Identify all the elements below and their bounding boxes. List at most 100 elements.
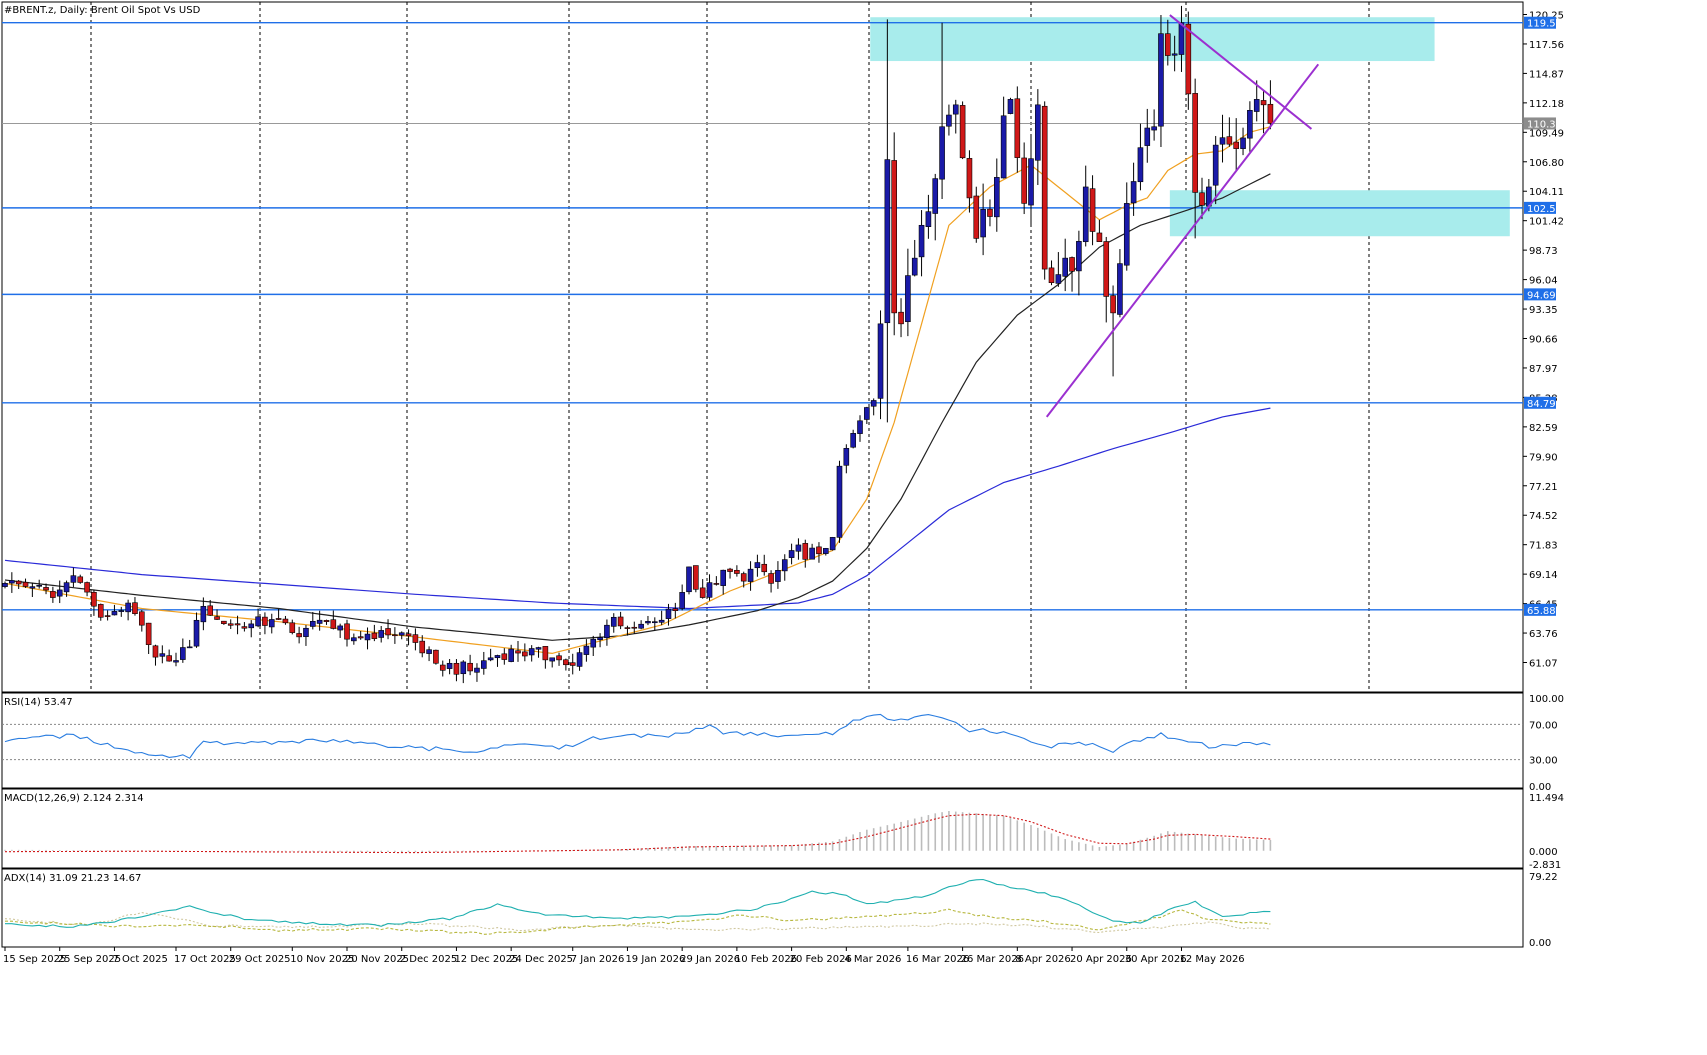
candle-bull [781, 559, 788, 572]
price-label: 90.66 [1529, 335, 1558, 346]
candle-bull [1055, 274, 1062, 284]
price-axis: 120.25 117.56 114.87 112.18 109.49 106.80 104.… [1523, 11, 1564, 670]
candle-bear [542, 646, 549, 661]
price-label: 96.04 [1529, 276, 1558, 287]
candle-bear [1185, 23, 1192, 95]
candle-bear [453, 662, 460, 675]
candle-bull [487, 657, 494, 661]
candle-bear [1226, 136, 1233, 145]
candle-bear [241, 626, 248, 629]
price-label: 77.21 [1529, 482, 1558, 493]
candle-bear [556, 655, 562, 661]
candle-bull [1130, 181, 1137, 204]
candle-bear [234, 623, 241, 626]
rsi-pane[interactable] [1, 692, 1524, 789]
price-zone [870, 17, 1435, 62]
time-label: 7 Oct 2025 [112, 954, 167, 965]
candle-bear [891, 160, 898, 314]
candle-bear [91, 591, 97, 607]
candle-bull [1144, 127, 1151, 146]
trendline[interactable] [1169, 14, 1313, 130]
time-label: 8 Apr 2026 [1015, 954, 1070, 965]
candle-bear [1069, 257, 1075, 272]
candle-bull [775, 570, 781, 582]
macd-axis-label: 0.000 [1529, 847, 1558, 858]
price-label: 112.18 [1529, 99, 1564, 110]
candle-bear [624, 627, 631, 629]
candle-bear [1089, 188, 1096, 232]
current-price-tag-text: 110.30 [1527, 119, 1562, 130]
candle-bear [357, 636, 364, 639]
time-label: 12 May 2026 [1179, 954, 1244, 965]
candle-bull [952, 104, 959, 115]
candle-bull [665, 608, 672, 619]
candle-bull [679, 592, 685, 609]
adx-pane[interactable] [1, 868, 1524, 948]
level-tag-text: 119.50 [1527, 19, 1562, 30]
level-tag [1524, 396, 1556, 409]
time-label: 10 Nov 2025 [290, 954, 354, 965]
candle-bull [186, 646, 193, 649]
candle-bull [528, 648, 535, 656]
candle-bear [166, 655, 172, 662]
price-label: 117.56 [1529, 40, 1564, 51]
candle-bear [515, 650, 521, 654]
candle-bull [651, 621, 658, 624]
candle-bull [1082, 186, 1089, 243]
candle-bear [973, 195, 980, 239]
macd-axis-label: -2.831 [1529, 860, 1561, 871]
candle-bull [870, 400, 877, 407]
candle-bear [439, 664, 446, 671]
price-label: 101.42 [1529, 217, 1564, 228]
macd-axis: 11.494 0.000 -2.831 [1529, 793, 1564, 871]
candle-bear [152, 645, 159, 658]
candle-bull [597, 637, 603, 641]
candle-bull [159, 653, 166, 657]
main-price-pane[interactable] [1, 1, 1524, 693]
candle-bull [706, 582, 713, 598]
candle-bull [788, 550, 795, 558]
rsi-line [4, 713, 1271, 759]
candle-bear [987, 208, 993, 217]
trendline[interactable] [1045, 63, 1320, 418]
time-label: 19 Jan 2026 [625, 954, 685, 965]
candle-bear [966, 158, 973, 199]
horizontal-levels [2, 22, 1523, 611]
candle-bull [180, 647, 186, 660]
time-label: 12 Dec 2025 [454, 954, 518, 965]
candle-bear [699, 587, 706, 598]
time-label: 17 Oct 2025 [174, 954, 236, 965]
candle-bull [980, 209, 986, 238]
candle-bear [522, 651, 528, 657]
macd-pane[interactable] [1, 788, 1524, 869]
rsi-axis-label: 70.00 [1529, 720, 1558, 731]
candle-bull [1123, 203, 1130, 266]
time-label: 15 Sep 2025 [3, 954, 66, 965]
candle-bull [645, 621, 651, 624]
candle-bull [1178, 22, 1185, 55]
adx-plus-di-line [5, 908, 1271, 935]
candle-bull [1219, 137, 1226, 145]
candle-bear [50, 591, 56, 598]
candle-bull [2, 583, 8, 587]
time-label: 7 Jan 2026 [571, 954, 625, 965]
macd-signal-line [5, 813, 1271, 854]
candle-bull [905, 275, 911, 323]
level-tag [1524, 603, 1556, 616]
candle-bull [576, 652, 583, 667]
candle-bear [77, 576, 84, 583]
price-label: 69.14 [1529, 570, 1558, 581]
price-label: 82.59 [1529, 423, 1558, 434]
candle-bear [1199, 192, 1205, 206]
current-price-tag [1524, 117, 1556, 130]
candle-bear [734, 570, 740, 574]
candle-bull [822, 548, 829, 554]
candle-bear [569, 662, 576, 666]
rsi-header: RSI(14) 53.47 [4, 697, 73, 708]
candle-bull [508, 648, 514, 662]
candle-bull [1076, 241, 1082, 272]
candle-bear [1103, 241, 1110, 297]
triangle-trendlines[interactable] [1045, 14, 1320, 418]
